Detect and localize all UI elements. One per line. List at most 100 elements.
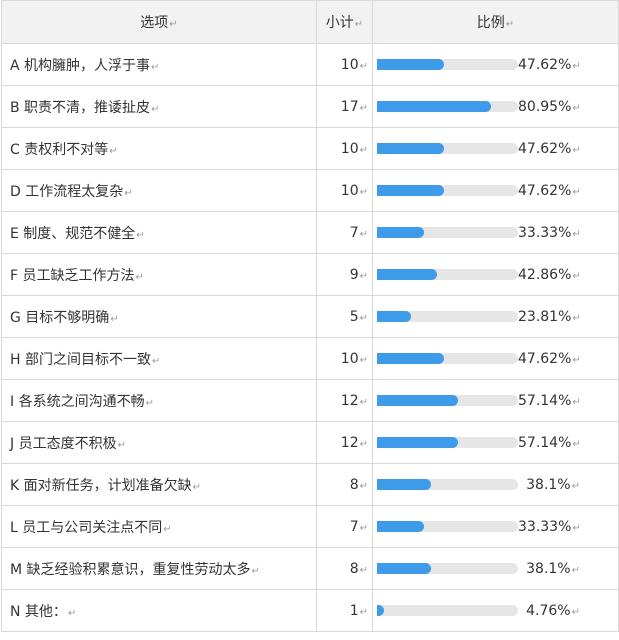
- header-ratio-label: 比例: [476, 15, 505, 31]
- option-label: E 制度、规范不健全: [10, 225, 136, 242]
- progress-bar-track: [377, 437, 518, 448]
- table-row: K 面对新任务，计划准备欠缺↵ 8↵ 38.1%↵: [1, 463, 619, 506]
- progress-bar-fill: [377, 437, 458, 448]
- ratio-cell: 38.1%↵: [372, 463, 619, 506]
- ratio-cell: 38.1%↵: [372, 547, 619, 590]
- progress-bar-fill: [377, 521, 424, 532]
- option-label: L 员工与公司关注点不同: [10, 519, 163, 536]
- count-cell: 12↵: [316, 421, 373, 464]
- count-value: 10: [340, 140, 359, 157]
- ratio-cell: 33.33%↵: [372, 505, 619, 548]
- count-cell: 12↵: [316, 379, 373, 422]
- option-label: F 员工缺乏工作方法: [10, 267, 135, 284]
- option-label: B 职责不清，推诿扯皮: [10, 99, 151, 116]
- paragraph-mark: ↵: [572, 396, 581, 408]
- option-label: G 目标不够明确: [10, 309, 110, 326]
- option-cell: M 缺乏经验积累意识，重复性劳动太多↵: [1, 547, 317, 590]
- paragraph-mark: ↵: [505, 19, 515, 30]
- ratio-cell: 23.81%↵: [372, 295, 619, 338]
- table-header-row: 选项↵ 小计↵ 比例↵: [1, 0, 619, 44]
- option-cell: E 制度、规范不健全↵: [1, 211, 317, 254]
- progress-bar-track: [377, 143, 518, 154]
- table-row: J 员工态度不积极↵ 12↵ 57.14%↵: [1, 421, 619, 464]
- option-cell: I 各系统之间沟通不畅↵: [1, 379, 317, 422]
- paragraph-mark: ↵: [359, 144, 368, 156]
- count-cell: 9↵: [316, 253, 373, 296]
- ratio-cell: 80.95%↵: [372, 85, 619, 128]
- ratio-cell: 47.62%↵: [372, 127, 619, 170]
- paragraph-mark: ↵: [572, 228, 581, 240]
- paragraph-mark: ↵: [67, 607, 77, 619]
- percent-value: 38.1%↵: [518, 477, 580, 493]
- paragraph-mark: ↵: [359, 480, 368, 492]
- progress-bar-track: [377, 563, 518, 574]
- percent-text: 33.33%: [518, 518, 572, 535]
- paragraph-mark: ↵: [109, 145, 118, 157]
- count-cell: 8↵: [316, 547, 373, 590]
- count-value: 1: [349, 602, 359, 619]
- percent-value: 57.14%↵: [518, 393, 581, 409]
- percent-text: 23.81%: [518, 308, 572, 325]
- table-row: E 制度、规范不健全↵ 7↵ 33.33%↵: [1, 211, 619, 254]
- percent-value: 4.76%↵: [518, 603, 580, 619]
- count-value: 5: [349, 308, 359, 325]
- option-label: D 工作流程太复杂: [10, 183, 124, 200]
- table-row: G 目标不够明确↵ 5↵ 23.81%↵: [1, 295, 619, 338]
- paragraph-mark: ↵: [359, 270, 368, 282]
- paragraph-mark: ↵: [359, 102, 368, 114]
- paragraph-mark: ↵: [151, 61, 160, 73]
- count-cell: 5↵: [316, 295, 373, 338]
- option-cell: J 员工态度不积极↵: [1, 421, 317, 464]
- option-cell: H 部门之间目标不一致↵: [1, 337, 317, 380]
- percent-value: 23.81%↵: [518, 308, 581, 325]
- option-label: H 部门之间目标不一致: [10, 351, 151, 368]
- count-value: 7: [349, 518, 359, 535]
- percent-text: 42.86%: [518, 266, 572, 283]
- table-row: I 各系统之间沟通不畅↵ 12↵ 57.14%↵: [1, 379, 619, 422]
- count-value: 8: [349, 560, 359, 577]
- progress-bar-fill: [377, 227, 424, 238]
- progress-bar-fill: [377, 353, 445, 364]
- option-label: I 各系统之间沟通不畅: [10, 393, 145, 410]
- paragraph-mark: ↵: [354, 19, 364, 30]
- option-cell: C 责权利不对等↵: [1, 127, 317, 170]
- percent-value: 47.62%↵: [518, 141, 581, 157]
- ratio-cell: 33.33%↵: [372, 211, 619, 254]
- option-cell: L 员工与公司关注点不同↵: [1, 505, 317, 548]
- progress-bar-fill: [377, 269, 438, 280]
- ratio-cell: 4.76%↵: [372, 589, 619, 632]
- percent-value: 38.1%↵: [518, 561, 580, 577]
- progress-bar-fill: [377, 185, 445, 196]
- progress-bar-track: [377, 605, 518, 616]
- percent-value: 57.14%↵: [518, 435, 581, 451]
- progress-bar-track: [377, 353, 518, 364]
- progress-bar-fill: [377, 311, 411, 322]
- paragraph-mark: ↵: [572, 354, 581, 366]
- percent-text: 80.95%: [518, 98, 572, 115]
- progress-bar-fill: [377, 395, 458, 406]
- option-label: C 责权利不对等: [10, 141, 109, 158]
- paragraph-mark: ↵: [571, 480, 580, 492]
- progress-bar-track: [377, 185, 518, 196]
- option-label: J 员工态度不积极: [10, 435, 117, 452]
- ratio-cell: 47.62%↵: [372, 43, 619, 86]
- paragraph-mark: ↵: [572, 102, 581, 114]
- count-value: 12: [340, 392, 359, 409]
- paragraph-mark: ↵: [163, 523, 172, 535]
- paragraph-mark: ↵: [572, 438, 581, 450]
- percent-text: 47.62%: [518, 350, 572, 367]
- percent-value: 42.86%↵: [518, 266, 581, 283]
- percent-text: 38.1%: [526, 476, 571, 493]
- option-cell: F 员工缺乏工作方法↵: [1, 253, 317, 296]
- progress-bar-fill: [377, 143, 445, 154]
- paragraph-mark: ↵: [359, 522, 368, 534]
- progress-bar-fill: [377, 605, 384, 616]
- table-row: M 缺乏经验积累意识，重复性劳动太多↵ 8↵ 38.1%↵: [1, 547, 619, 590]
- percent-value: 47.62%↵: [518, 183, 581, 199]
- option-cell: K 面对新任务，计划准备欠缺↵: [1, 463, 317, 506]
- paragraph-mark: ↵: [572, 270, 581, 282]
- paragraph-mark: ↵: [359, 228, 368, 240]
- table-row: N 其他：↵ 1↵ 4.76%↵: [1, 589, 619, 632]
- column-header-count: 小计↵: [316, 0, 373, 44]
- paragraph-mark: ↵: [571, 564, 580, 576]
